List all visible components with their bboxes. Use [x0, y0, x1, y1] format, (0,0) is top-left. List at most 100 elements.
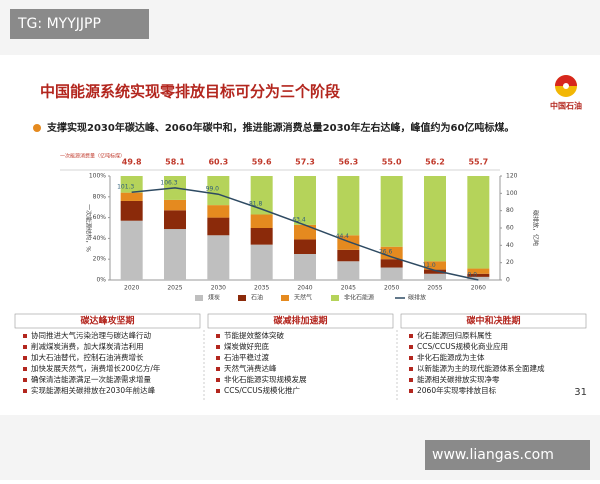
x-tick-label: 2060 [471, 285, 486, 292]
bar-segment [294, 224, 316, 240]
totals-label: 一次能源消费量（亿吨标煤） [60, 153, 125, 160]
total-label: 57.3 [295, 158, 315, 167]
y2-tick-label: 80 [506, 207, 514, 214]
total-label: 56.3 [338, 158, 358, 167]
stage-item: 加快发展天然气，消费增长200亿方/年 [31, 363, 161, 373]
bar-segment [120, 220, 143, 280]
y2-tick-label: 100 [506, 190, 518, 197]
subtitle: 支撑实现2030年碳达峰、2060年碳中和，推进能源消费总量2030年左右达峰，… [46, 121, 514, 134]
stage-item: 化石能源回归原料属性 [417, 330, 492, 340]
watermark-box [425, 440, 590, 470]
logo-icon [555, 75, 577, 97]
page-number: 31 [574, 387, 587, 398]
bar-segment [424, 269, 446, 274]
bar-segment [467, 276, 490, 280]
total-label: 59.6 [252, 158, 272, 167]
x-tick-label: 2035 [254, 285, 269, 292]
y-tick-label: 60% [93, 214, 107, 221]
bar-segment [380, 176, 403, 247]
bar-segment [467, 273, 490, 277]
stages: 碳达峰攻坚期协同推进大气污染治理与碳达峰行动削减煤炭消费，加大煤炭清洁利用加大石… [14, 313, 587, 400]
legend-label: 石油 [251, 294, 263, 302]
legend-label: 碳排放 [408, 294, 426, 302]
bullet [409, 345, 413, 349]
stage-item: 实现能源相关碳排放在2030年前达峰 [31, 385, 156, 395]
data-label: 106.3 [160, 179, 177, 186]
stage-item: 确保清洁能源满足一次能源需求增量 [31, 374, 151, 384]
bar-segment [294, 176, 316, 225]
data-label: 26.6 [379, 248, 393, 255]
x-tick-label: 2020 [124, 285, 139, 292]
bar-segment [424, 176, 446, 262]
stage-item: CCS/CCUS规模化推广 [224, 385, 300, 395]
stage-item: 煤炭做好兜底 [224, 341, 269, 351]
y2-tick-label: 40 [506, 242, 514, 249]
legend-label: 天然气 [294, 294, 312, 302]
bar-segment [467, 176, 490, 269]
y2-tick-label: 20 [506, 259, 514, 266]
stage-item: 节能提效整体突破 [224, 330, 284, 340]
bullet [23, 367, 27, 371]
bar-segment [380, 267, 403, 280]
bullet [23, 378, 27, 382]
bullet [409, 334, 413, 338]
x-tick-label: 2025 [167, 285, 182, 292]
stage-header-box [400, 313, 587, 329]
bar-segment [164, 199, 186, 211]
x-tick-label: 2050 [384, 285, 399, 292]
data-label: 0.0 [468, 272, 478, 279]
bar-segment [424, 261, 446, 270]
stage-item: 以新能源为主的现代能源体系全面建成 [417, 363, 545, 373]
legend-label: 煤炭 [208, 294, 220, 302]
total-label: 49.8 [122, 158, 142, 167]
bullet [23, 345, 27, 349]
stage-title: 碳减排加速期 [273, 315, 327, 327]
bar-segment [250, 214, 273, 228]
stage-item: 非化石能源实现规模发展 [224, 374, 307, 384]
stage-header-box [14, 313, 201, 329]
stage-item: CCS/CCUS规模化商业应用 [417, 341, 508, 351]
stage-item: 削减煤炭消费，加大煤炭清洁利用 [31, 341, 144, 351]
legend-swatch [238, 295, 246, 301]
y-tick-label: 20% [93, 256, 107, 263]
y-tick-label: 40% [93, 235, 107, 242]
bullet [33, 124, 41, 132]
bar-segment [424, 273, 446, 280]
total-label: 55.7 [468, 158, 488, 167]
bullet [216, 389, 220, 393]
stage-item: 天然气消费达峰 [224, 363, 277, 373]
bar-segment [294, 239, 316, 254]
total-label: 56.2 [425, 158, 445, 167]
bullet [216, 334, 220, 338]
data-label: 63.4 [292, 217, 306, 224]
bar-segment [120, 200, 143, 221]
logo-text: 中国石油 [550, 101, 582, 111]
bar-segment [164, 229, 186, 280]
bar-segment [380, 246, 403, 260]
bullet [409, 367, 413, 371]
x-tick-label: 2030 [211, 285, 226, 292]
bar-segment [207, 205, 230, 218]
stage-item: 能源相关碳排放实现净零 [417, 374, 500, 384]
stage-item: 2060年实现零排放目标 [417, 385, 497, 395]
bar-segment [164, 210, 186, 230]
watermark-box [10, 9, 149, 39]
bullet [216, 378, 220, 382]
bullet [409, 378, 413, 382]
bullet [216, 356, 220, 360]
bullet [23, 356, 27, 360]
bar-segment [250, 244, 273, 280]
stage-title: 碳达峰攻坚期 [80, 315, 134, 327]
bar-segment [207, 176, 230, 206]
y2-tick-label: 0 [506, 277, 510, 284]
bullet [409, 356, 413, 360]
y2-tick-label: 60 [506, 225, 514, 232]
stage-item: 加大石油替代，控制石油消费增长 [31, 352, 144, 362]
bar-segment [380, 259, 403, 268]
bar-segment [207, 235, 230, 280]
bar-segment [294, 254, 316, 280]
legend-label: 非化石能源 [344, 294, 374, 302]
bar-segment [337, 249, 360, 262]
